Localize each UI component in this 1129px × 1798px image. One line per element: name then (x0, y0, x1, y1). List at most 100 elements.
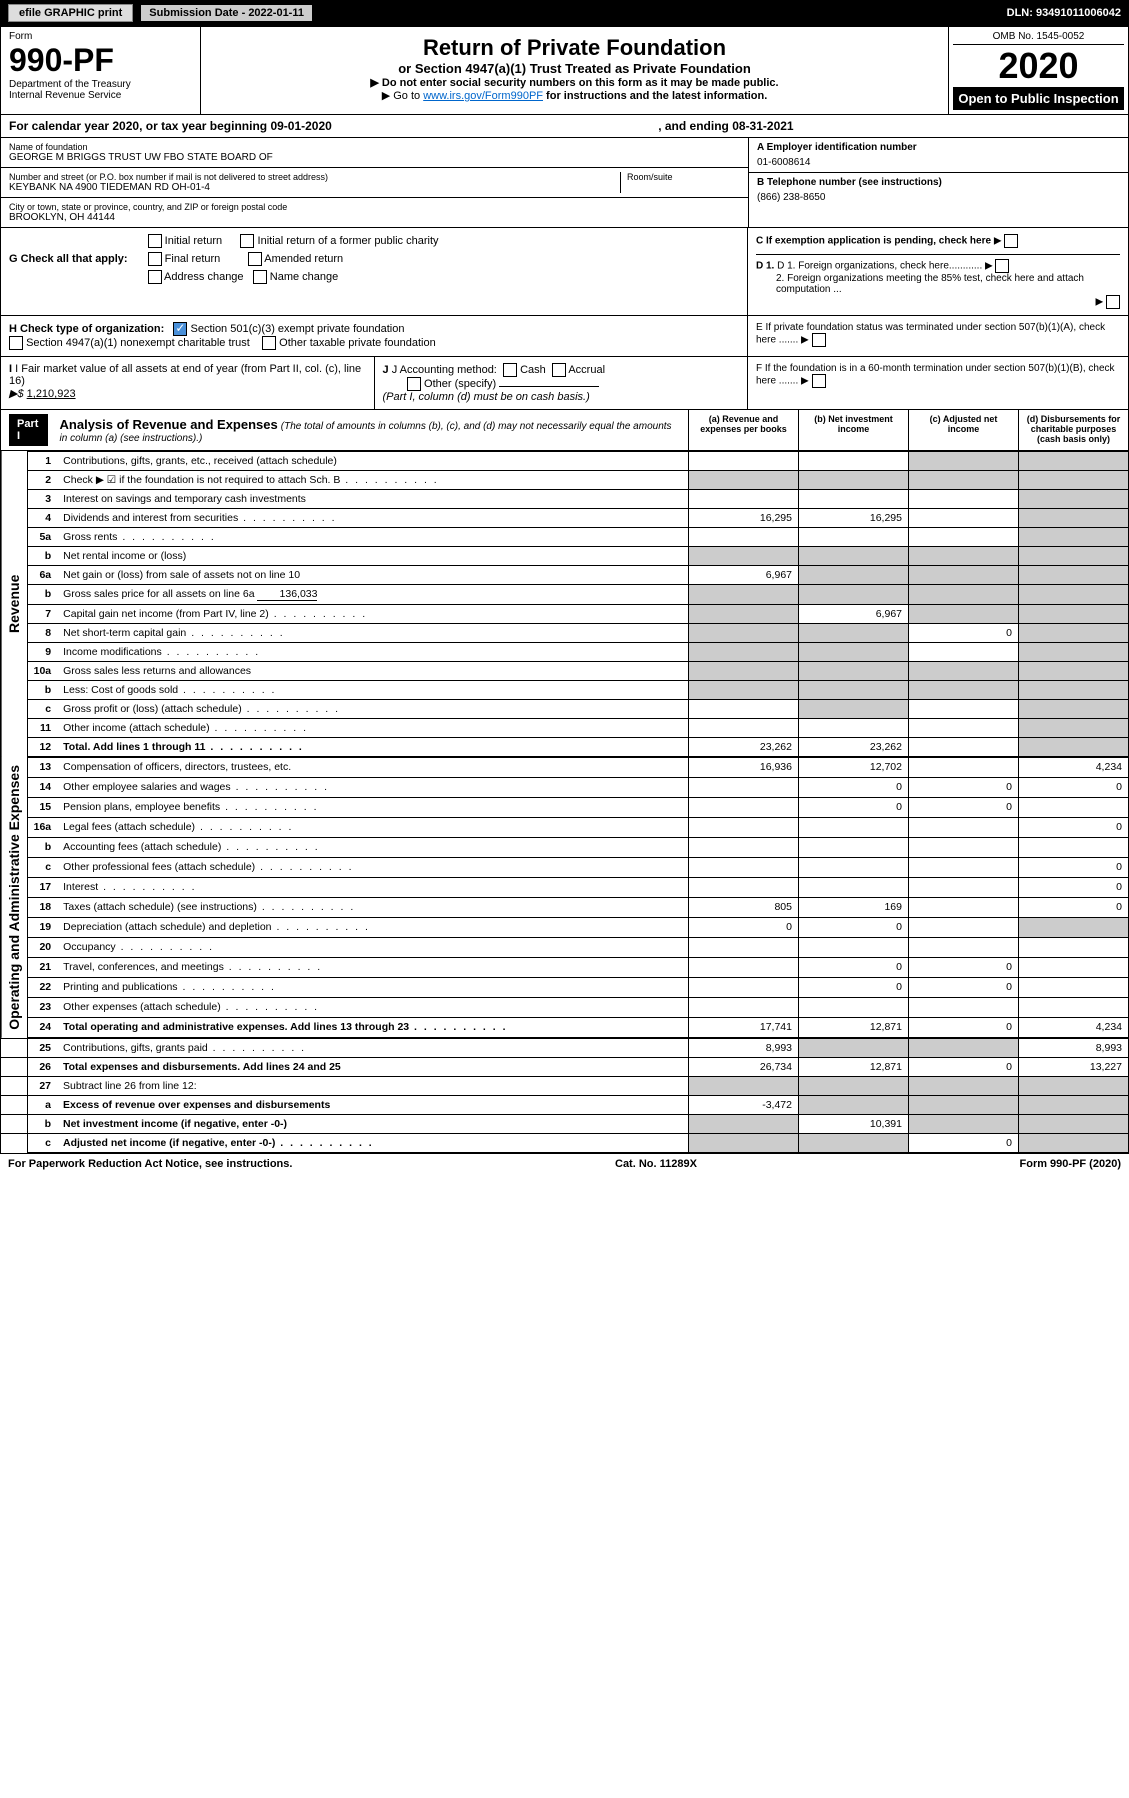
ein: 01-6008614 (757, 153, 1120, 168)
page-footer: For Paperwork Reduction Act Notice, see … (0, 1153, 1129, 1174)
table-row: 25 Contributions, gifts, grants paid 8,9… (1, 1038, 1129, 1057)
table-row: 9 Income modifications (27, 643, 1128, 662)
ein-label: A Employer identification number (757, 142, 1120, 153)
ck-addr-change[interactable] (148, 270, 162, 284)
i-label: I Fair market value of all assets at end… (9, 363, 361, 387)
col-a-hdr: (a) Revenue and expenses per books (688, 410, 798, 450)
table-row: 19 Depreciation (attach schedule) and de… (27, 917, 1128, 937)
ck-amended[interactable] (248, 252, 262, 266)
omb: OMB No. 1545-0052 (953, 31, 1124, 45)
ck-501c3[interactable] (173, 322, 187, 336)
table-row: 3 Interest on savings and temporary cash… (27, 490, 1128, 509)
bottom-table: 25 Contributions, gifts, grants paid 8,9… (1, 1038, 1129, 1153)
ck-other-acct[interactable] (407, 377, 421, 391)
opex-section: Operating and Administrative Expenses 13… (0, 757, 1129, 1038)
table-row: 21 Travel, conferences, and meetings 00 (27, 957, 1128, 977)
ck-cash[interactable] (503, 363, 517, 377)
org-addr: KEYBANK NA 4900 TIEDEMAN RD OH-01-4 (9, 182, 620, 193)
efile-header: efile GRAPHIC print Submission Date - 20… (0, 0, 1129, 26)
ck-e[interactable] (812, 333, 826, 347)
dln: DLN: 93491011006042 (1007, 7, 1121, 19)
instr1: ▶ Do not enter social security numbers o… (209, 76, 940, 89)
table-row: b Net rental income or (loss) (27, 547, 1128, 566)
col-c-hdr: (c) Adjusted net income (908, 410, 1018, 450)
table-row: 27 Subtract line 26 from line 12: (1, 1076, 1129, 1095)
open-public: Open to Public Inspection (953, 87, 1124, 110)
table-row: 20 Occupancy (27, 937, 1128, 957)
table-row: 13 Compensation of officers, directors, … (27, 758, 1128, 778)
fmv-value: 1,210,923 (27, 388, 76, 400)
submission-date: Submission Date - 2022-01-11 (141, 5, 312, 21)
ck-name-change[interactable] (253, 270, 267, 284)
revenue-label: Revenue (1, 451, 27, 757)
form-subtitle: or Section 4947(a)(1) Trust Treated as P… (209, 61, 940, 76)
part1-header-row: Part I Analysis of Revenue and Expenses … (0, 410, 1129, 451)
org-name: GEORGE M BRIGGS TRUST UW FBO STATE BOARD… (9, 152, 740, 163)
ck-accrual[interactable] (552, 363, 566, 377)
table-row: c Other professional fees (attach schedu… (27, 857, 1128, 877)
city-label: City or town, state or province, country… (9, 202, 740, 212)
table-row: 15 Pension plans, employee benefits 00 (27, 797, 1128, 817)
table-row: 26 Total expenses and disbursements. Add… (1, 1057, 1129, 1076)
col-b-hdr: (b) Net investment income (798, 410, 908, 450)
table-row: 22 Printing and publications 00 (27, 977, 1128, 997)
org-info: Name of foundation GEORGE M BRIGGS TRUST… (0, 138, 1129, 228)
h-label: H Check type of organization: (9, 323, 164, 335)
table-row: 10a Gross sales less returns and allowan… (27, 662, 1128, 681)
ck-d2[interactable] (1106, 295, 1120, 309)
j-note: (Part I, column (d) must be on cash basi… (383, 391, 590, 403)
checks-i-j-f: I I Fair market value of all assets at e… (0, 357, 1129, 410)
table-row: c Adjusted net income (if negative, ente… (1, 1133, 1129, 1152)
table-row: b Net investment income (if negative, en… (1, 1114, 1129, 1133)
g-label: G Check all that apply: (9, 253, 128, 265)
table-row: 8 Net short-term capital gain 0 (27, 624, 1128, 643)
footer-right: Form 990-PF (2020) (1020, 1158, 1121, 1170)
ck-d1[interactable] (995, 259, 1009, 273)
ck-initial-former[interactable] (240, 234, 254, 248)
footer-mid: Cat. No. 11289X (615, 1158, 697, 1170)
table-row: 4 Dividends and interest from securities… (27, 509, 1128, 528)
table-row: b Less: Cost of goods sold (27, 681, 1128, 700)
table-row: a Excess of revenue over expenses and di… (1, 1095, 1129, 1114)
table-row: 24 Total operating and administrative ex… (27, 1017, 1128, 1037)
table-row: 6a Net gain or (loss) from sale of asset… (27, 566, 1128, 585)
table-row: 14 Other employee salaries and wages 000 (27, 777, 1128, 797)
irs: Internal Revenue Service (9, 90, 192, 101)
revenue-table: 1 Contributions, gifts, grants, etc., re… (27, 451, 1129, 757)
org-city: BROOKLYN, OH 44144 (9, 212, 740, 223)
name-label: Name of foundation (9, 142, 740, 152)
ck-c[interactable] (1004, 234, 1018, 248)
ck-f[interactable] (812, 374, 826, 388)
addr-label: Number and street (or P.O. box number if… (9, 172, 620, 182)
phone-label: B Telephone number (see instructions) (757, 177, 1120, 188)
checks-h-e: H Check type of organization: Section 50… (0, 316, 1129, 357)
ck-final[interactable] (148, 252, 162, 266)
table-row: 12 Total. Add lines 1 through 11 23,2622… (27, 738, 1128, 757)
table-row: 11 Other income (attach schedule) (27, 719, 1128, 738)
part1-label: Part I (9, 414, 48, 446)
table-row: 23 Other expenses (attach schedule) (27, 997, 1128, 1017)
c-label: C If exemption application is pending, c… (756, 234, 1120, 248)
ck-4947[interactable] (9, 336, 23, 350)
opex-table: 13 Compensation of officers, directors, … (27, 757, 1129, 1038)
table-row: b Gross sales price for all assets on li… (27, 585, 1128, 605)
dept: Department of the Treasury (9, 79, 192, 90)
efile-btn[interactable]: efile GRAPHIC print (8, 4, 133, 22)
checks-g-c: G Check all that apply: Initial return I… (0, 228, 1129, 316)
table-row: 5a Gross rents (27, 528, 1128, 547)
revenue-section: Revenue 1 Contributions, gifts, grants, … (0, 451, 1129, 757)
ck-other-tax[interactable] (262, 336, 276, 350)
tax-year: 2020 (953, 45, 1124, 87)
footer-left: For Paperwork Reduction Act Notice, see … (8, 1158, 292, 1170)
f-label: F If the foundation is in a 60-month ter… (756, 363, 1120, 388)
irs-link[interactable]: www.irs.gov/Form990PF (423, 90, 543, 102)
form-title: Return of Private Foundation (209, 35, 940, 61)
table-row: 7 Capital gain net income (from Part IV,… (27, 605, 1128, 624)
table-row: 18 Taxes (attach schedule) (see instruct… (27, 897, 1128, 917)
room-label: Room/suite (627, 172, 740, 182)
ck-initial[interactable] (148, 234, 162, 248)
calendar-year-row: For calendar year 2020, or tax year begi… (0, 115, 1129, 138)
d2: 2. Foreign organizations meeting the 85%… (756, 273, 1120, 295)
opex-label: Operating and Administrative Expenses (1, 757, 27, 1038)
table-row: 1 Contributions, gifts, grants, etc., re… (27, 452, 1128, 471)
